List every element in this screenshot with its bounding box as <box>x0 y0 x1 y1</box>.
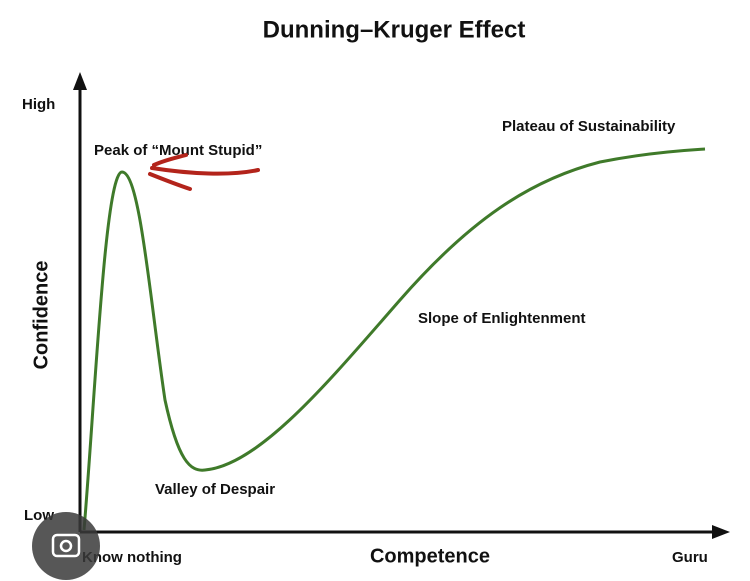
title: Dunning–Kruger Effect <box>263 16 526 43</box>
curve <box>82 147 706 531</box>
lens-icon-dot <box>59 539 73 553</box>
stage-label: Slope of Enlightenment <box>418 310 586 327</box>
y-axis-arrow <box>73 72 87 90</box>
stage-label: Peak of “Mount Stupid” <box>94 142 262 159</box>
x-start-label: Know nothing <box>82 549 182 566</box>
lens-icon-frame <box>51 533 81 558</box>
lens-icon[interactable] <box>32 512 100 580</box>
x-axis-label: Competence <box>370 545 490 567</box>
y-high-label: High <box>22 96 55 113</box>
x-axis-arrow <box>712 525 730 539</box>
stage-label: Valley of Despair <box>155 481 275 498</box>
annotation-arrow <box>148 153 260 191</box>
x-end-label: Guru <box>672 549 708 566</box>
y-axis-label: Confidence <box>30 261 52 370</box>
stage-label: Plateau of Sustainability <box>502 118 676 135</box>
